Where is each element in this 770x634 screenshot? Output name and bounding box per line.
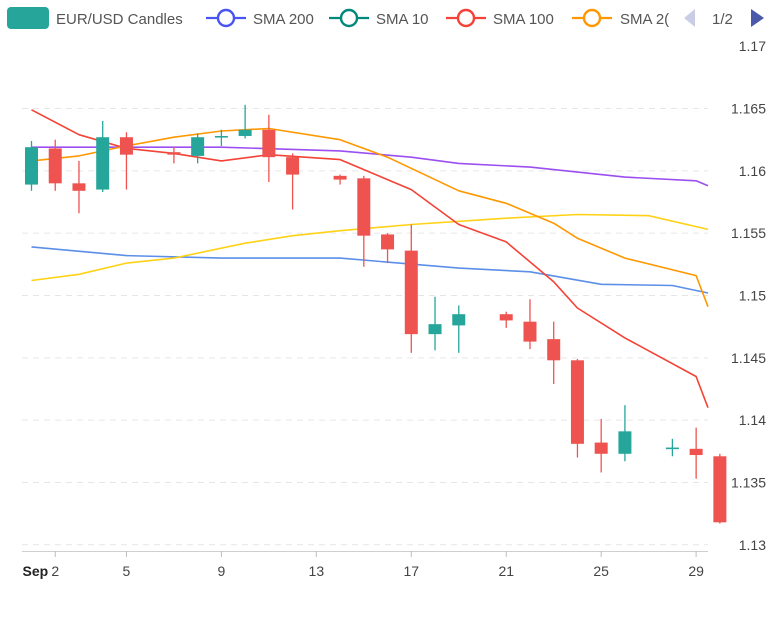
candle-body: [333, 175, 347, 180]
candle-down: [404, 224, 418, 353]
candle-down: [286, 153, 300, 210]
y-tick-label: 1.15: [739, 288, 766, 304]
y-tick-label: 1.145: [731, 350, 766, 366]
candle-body: [191, 137, 205, 156]
candle-layer: [24, 104, 727, 524]
candle-down: [167, 147, 181, 164]
candle-body: [238, 129, 252, 136]
candle-up: [618, 405, 632, 462]
candle-up: [24, 140, 38, 191]
x-tick-label: 13: [309, 563, 325, 579]
x-axis: Sep 2 5 9 13 17 21 25 29: [22, 551, 708, 579]
candle-up: [665, 438, 679, 457]
candle-body: [570, 360, 584, 444]
candle-body: [689, 448, 703, 456]
candle-body: [214, 135, 228, 138]
y-tick-label: 1.17: [739, 38, 766, 54]
candle-body: [357, 178, 371, 236]
caret-left-icon[interactable]: [684, 9, 695, 27]
candle-body: [96, 137, 110, 190]
candle-body: [381, 234, 395, 250]
legend-sma20-label[interactable]: SMA 2(: [620, 11, 669, 28]
x-tick-label: 2: [51, 563, 59, 579]
x-tick-label: 21: [498, 563, 514, 579]
candle-down: [547, 321, 561, 384]
candle-body: [594, 442, 608, 454]
legend-candles-label[interactable]: EUR/USD Candles: [56, 11, 183, 28]
sma-200-line: [31, 146, 709, 187]
candle-down: [333, 174, 347, 185]
x-tick-month-label: Sep: [23, 563, 49, 579]
candle-body: [618, 431, 632, 454]
sma-2--line: [31, 127, 709, 307]
x-tick-label: 9: [217, 563, 225, 579]
x-tick-label: 5: [123, 563, 131, 579]
candle-body: [665, 447, 679, 450]
candle-body: [452, 314, 466, 326]
candle-down: [523, 299, 537, 350]
caret-right-icon[interactable]: [751, 9, 764, 27]
legend: EUR/USD Candles SMA 200 SMA 10 SMA 100 S…: [7, 7, 764, 29]
candle-down: [381, 233, 395, 264]
candle-body: [167, 152, 181, 155]
candle-down: [570, 359, 584, 458]
x-tick-label: 29: [688, 563, 704, 579]
candle-down: [262, 114, 276, 183]
legend-sma100-marker[interactable]: [446, 8, 486, 28]
sma-100-line: [31, 109, 709, 408]
candle-body: [24, 147, 38, 185]
candle-body: [404, 250, 418, 335]
candle-down: [499, 311, 513, 328]
candle-body: [119, 137, 133, 155]
candle-body: [499, 314, 513, 321]
grid-layer: [22, 108, 708, 546]
y-tick-label: 1.14: [739, 412, 766, 428]
candle-body: [72, 183, 86, 191]
y-tick-label: 1.135: [731, 474, 766, 490]
legend-sma10-label[interactable]: SMA 10: [376, 11, 429, 28]
sma-line-2: [31, 213, 709, 282]
candle-body: [262, 129, 276, 158]
sma-line-1: [31, 246, 709, 294]
candle-up: [191, 133, 205, 164]
legend-sma20-marker[interactable]: [572, 8, 612, 28]
y-tick-label: 1.165: [731, 101, 766, 117]
candle-body: [286, 157, 300, 175]
x-tick-label: 17: [403, 563, 419, 579]
candle-down: [713, 453, 727, 524]
candle-down: [689, 427, 703, 479]
candle-up: [428, 296, 442, 351]
x-tick-label: 25: [593, 563, 609, 579]
candle-down: [48, 139, 62, 191]
candle-up: [238, 104, 252, 139]
legend-sma10-marker[interactable]: [329, 8, 369, 28]
candle-up: [452, 305, 466, 353]
series-layer: [31, 109, 709, 408]
y-tick-label: 1.155: [731, 225, 766, 241]
candle-body: [713, 456, 727, 523]
legend-candles-swatch[interactable]: [7, 7, 49, 29]
candle-body: [428, 324, 442, 335]
legend-sma100-label[interactable]: SMA 100: [493, 11, 554, 28]
y-tick-label: 1.16: [739, 163, 766, 179]
candle-body: [48, 148, 62, 184]
y-tick-label: 1.13: [739, 537, 766, 553]
candle-body: [523, 321, 537, 342]
legend-sma200-label[interactable]: SMA 200: [253, 11, 314, 28]
candle-down: [119, 132, 133, 190]
legend-sma200-marker[interactable]: [206, 8, 246, 28]
candle-up: [96, 121, 110, 193]
candle-down: [72, 160, 86, 214]
candle-up: [214, 129, 228, 146]
legend-page-indicator: 1/2: [712, 11, 733, 28]
candle-down: [594, 418, 608, 473]
y-axis: 1.17 1.165 1.16 1.155 1.15 1.145 1.14 1.135 1.13: [731, 38, 766, 553]
candle-body: [547, 339, 561, 361]
candle-down: [357, 175, 371, 267]
